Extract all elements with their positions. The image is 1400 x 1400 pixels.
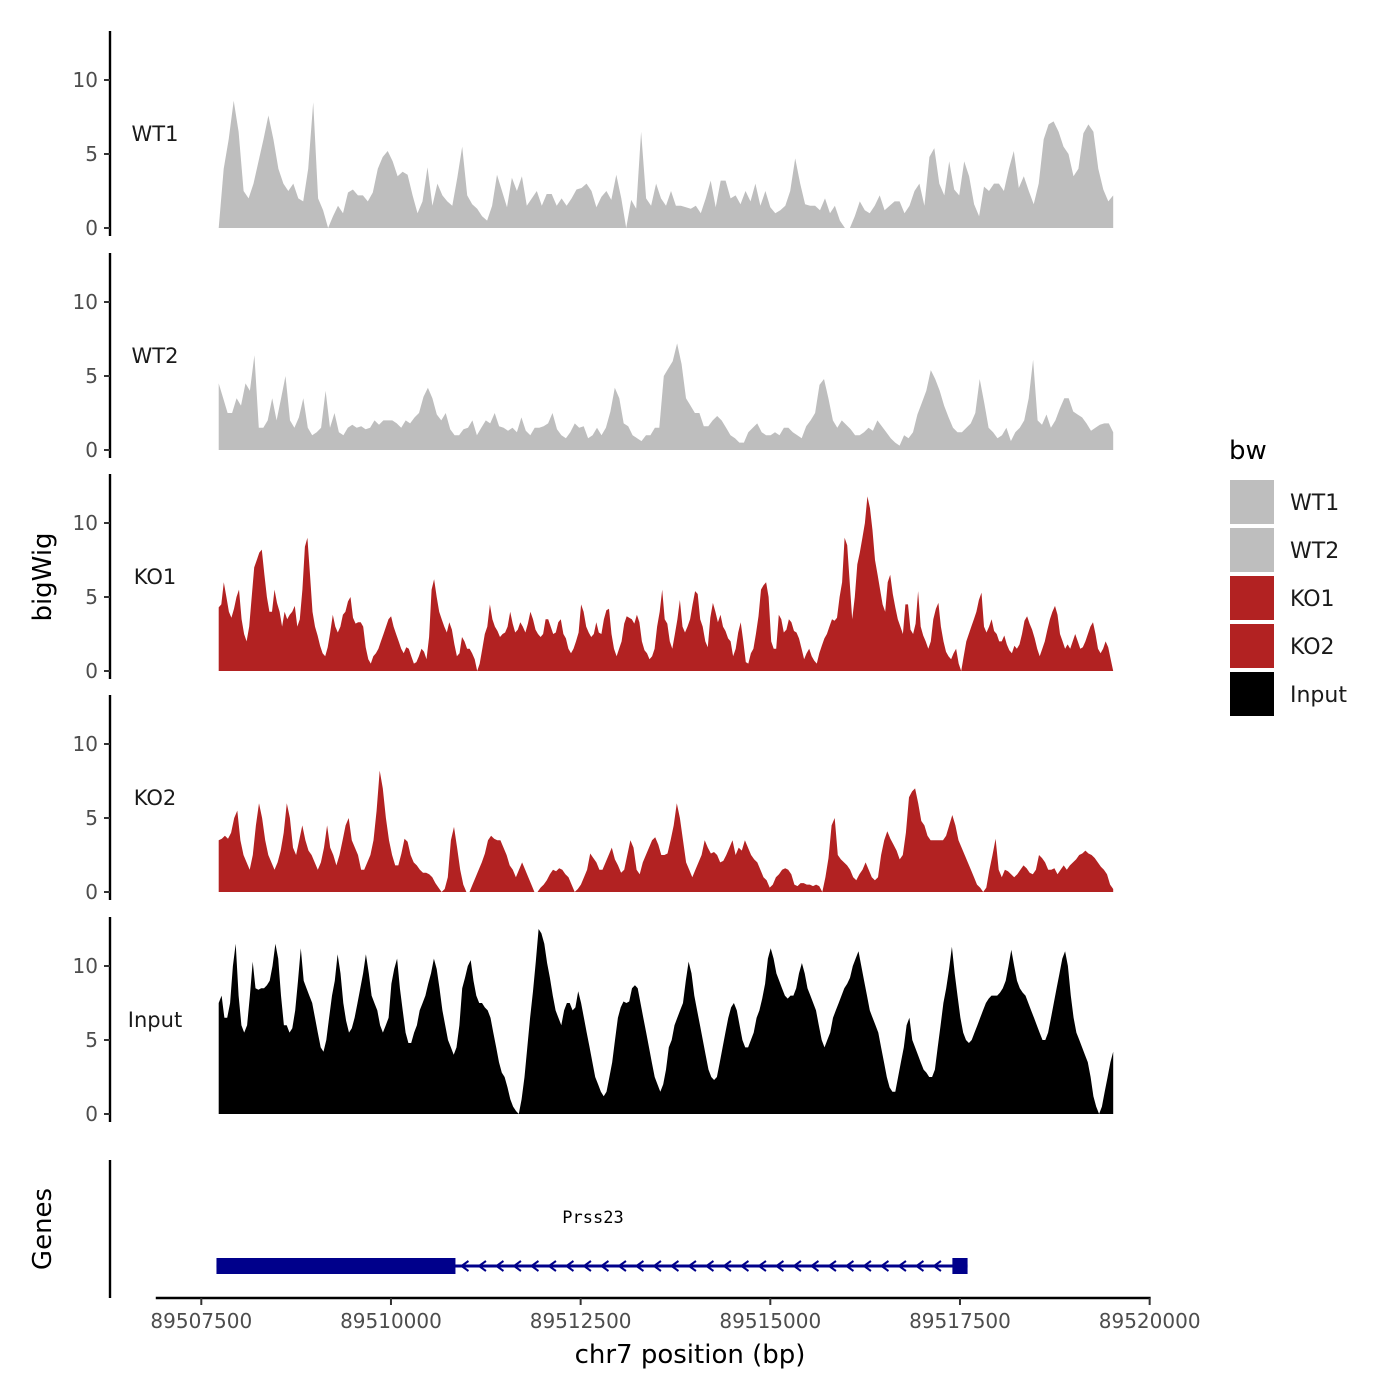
track-wt1: 0 5 10 WT1 (73, 31, 1114, 240)
strand-arrow (512, 1260, 522, 1272)
gene-label-prss23: Prss23 (562, 1208, 623, 1228)
y-tick-label-10: 10 (73, 68, 98, 92)
genes-panel: Prss23 (108, 1160, 968, 1298)
strand-arrow (792, 1260, 802, 1272)
x-tick-label-89520000: 89520000 (1099, 1309, 1201, 1333)
y-tick-label-5: 5 (85, 806, 98, 830)
track-ko1: 0 5 10 KO1 (73, 474, 1114, 683)
gene-exon-block (216, 1258, 456, 1274)
gene-prss23: Prss23 (216, 1208, 968, 1274)
strand-arrow (547, 1260, 557, 1272)
legend-key-input (1230, 672, 1274, 716)
x-tick-label-89517500: 89517500 (909, 1309, 1011, 1333)
strand-arrow (722, 1260, 732, 1272)
legend: bw WT1 WT2 KO1 KO2 Input (1229, 436, 1347, 716)
strand-arrow (582, 1260, 592, 1272)
strand-arrow (897, 1260, 907, 1272)
strand-arrow (617, 1260, 627, 1272)
y-axis-title: bigWig (28, 532, 58, 621)
legend-label-wt2: WT2 (1290, 539, 1339, 564)
legend-key-wt2 (1230, 528, 1274, 572)
y-tick-label-10: 10 (73, 954, 98, 978)
strand-arrow (599, 1260, 610, 1272)
signal-area-wt1 (218, 100, 1114, 228)
strand-arrow (844, 1260, 855, 1272)
gene-exon-block-end (952, 1258, 968, 1274)
y-tick-label-10: 10 (73, 732, 98, 756)
strand-arrow (477, 1260, 487, 1272)
legend-label-wt1: WT1 (1290, 491, 1339, 516)
y-tick-label-0: 0 (85, 659, 98, 683)
signal-area-ko1 (218, 496, 1114, 671)
track-label-ko2: KO2 (134, 786, 177, 810)
strand-arrow (634, 1260, 645, 1272)
genes-panel-title: Genes (28, 1188, 58, 1270)
y-tick-label-10: 10 (73, 290, 98, 314)
y-tick-label-5: 5 (85, 585, 98, 609)
strand-arrow (529, 1260, 540, 1272)
y-tick-label-5: 5 (85, 364, 98, 388)
strand-arrow (459, 1260, 470, 1272)
x-tick-label-89507500: 89507500 (150, 1309, 252, 1333)
strand-arrow (494, 1260, 505, 1272)
track-label-wt1: WT1 (132, 122, 179, 146)
x-axis: 89507500 89510000 89512500 89515000 89517500… (150, 1296, 1201, 1333)
strand-arrow (687, 1260, 697, 1272)
legend-title: bw (1229, 436, 1267, 466)
tracks-group: 0 5 10 WT1 0 5 10 WT2 0 5 10 KO1 0 5 10 KO2 0 5 10 Input (73, 31, 1114, 1126)
strand-arrow (827, 1260, 837, 1272)
track-wt2: 0 5 10 WT2 (73, 253, 1114, 462)
legend-key-ko1 (1230, 576, 1274, 620)
strand-arrow (564, 1260, 575, 1272)
y-tick-label-5: 5 (85, 142, 98, 166)
track-ko2: 0 5 10 KO2 (73, 695, 1114, 904)
x-tick-label-89512500: 89512500 (530, 1309, 632, 1333)
signal-area-wt2 (218, 343, 1114, 450)
x-axis-title: chr7 position (bp) (575, 1340, 806, 1370)
legend-label-ko1: KO1 (1290, 587, 1335, 612)
signal-area-ko2 (218, 770, 1114, 892)
legend-key-wt1 (1230, 480, 1274, 524)
x-tick-label-89510000: 89510000 (340, 1309, 442, 1333)
y-tick-label-0: 0 (85, 438, 98, 462)
signal-area-input (218, 929, 1114, 1114)
legend-key-ko2 (1230, 624, 1274, 668)
x-tick-label-89515000: 89515000 (719, 1309, 821, 1333)
strand-arrow (914, 1260, 925, 1272)
track-label-wt2: WT2 (132, 344, 179, 368)
y-tick-label-10: 10 (73, 511, 98, 535)
track-label-input: Input (128, 1008, 182, 1032)
strand-arrow (862, 1260, 872, 1272)
strand-arrow (757, 1260, 767, 1272)
strand-arrow (739, 1260, 750, 1272)
y-tick-label-0: 0 (85, 880, 98, 904)
strand-arrow (774, 1260, 785, 1272)
y-tick-label-5: 5 (85, 1028, 98, 1052)
strand-arrow (879, 1260, 890, 1272)
strand-arrow (809, 1260, 820, 1272)
track-input: 0 5 10 Input (73, 917, 1114, 1126)
strand-arrow (669, 1260, 680, 1272)
track-label-ko1: KO1 (134, 565, 177, 589)
strand-arrow (932, 1260, 942, 1272)
legend-label-ko2: KO2 (1290, 635, 1335, 660)
y-tick-label-0: 0 (85, 1102, 98, 1126)
strand-arrow (652, 1260, 662, 1272)
strand-arrow (704, 1260, 715, 1272)
legend-label-input: Input (1290, 683, 1347, 708)
y-tick-label-0: 0 (85, 216, 98, 240)
